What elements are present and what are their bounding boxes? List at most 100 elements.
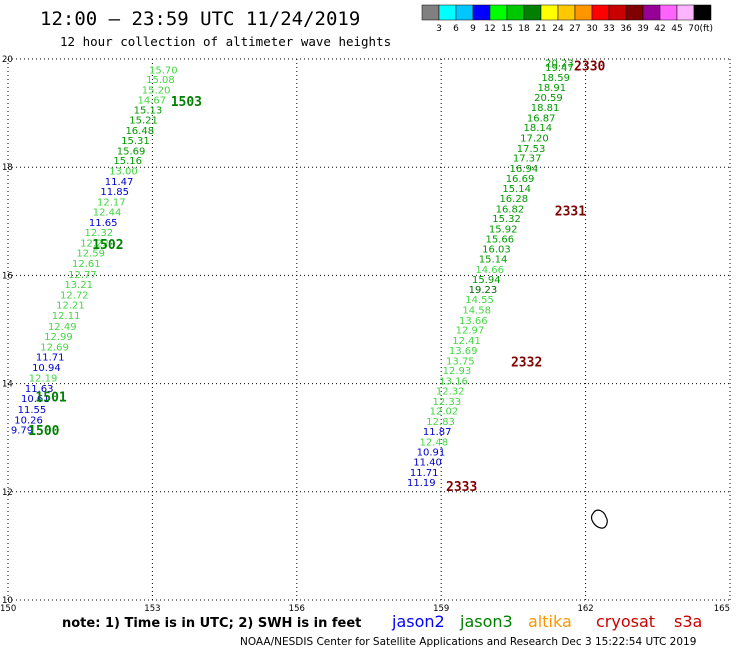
color-scale-label: 39 [637, 24, 649, 34]
chart-title: 12:00 – 23:59 UTC 11/24/2019 [40, 8, 360, 30]
data-point-label: 15.13 [134, 105, 163, 116]
y-tick-label: 10 [2, 596, 13, 606]
data-point-label: 12.32 [85, 228, 114, 239]
data-point-label: 17.37 [513, 154, 542, 165]
data-point-label: 12.48 [420, 438, 449, 449]
x-tick-label: 153 [144, 604, 160, 614]
data-point-label: 20.23 [545, 58, 574, 69]
data-point-label: 15.32 [492, 214, 521, 225]
x-tick-label: 156 [289, 604, 305, 614]
data-point-label: 17.20 [520, 133, 549, 144]
color-swatch [574, 4, 593, 21]
data-point-label: 13.69 [449, 346, 478, 357]
data-point-label: 15.08 [146, 75, 175, 86]
data-point-label: 12.83 [426, 417, 455, 428]
color-scale-label: 9 [470, 24, 476, 34]
color-swatch [557, 4, 576, 21]
color-swatch [540, 4, 559, 21]
pass-time-label: 1503 [171, 95, 202, 110]
data-point-label: 15.14 [502, 184, 531, 195]
data-point-label: 11.87 [423, 427, 452, 438]
legend-jason3: jason3 [459, 612, 513, 631]
data-point-label: 12.11 [52, 311, 81, 322]
pass-time-label: 2331 [555, 204, 586, 219]
color-scale-label: 24 [552, 24, 564, 34]
color-scale-label: 21 [535, 24, 546, 34]
data-point-label: 10.26 [14, 415, 43, 426]
data-point-label: 12.02 [430, 407, 459, 418]
data-point-label: 10.94 [32, 363, 61, 374]
data-point-label: 18.59 [541, 73, 570, 84]
data-point-label: 12.17 [97, 197, 126, 208]
color-swatch [642, 4, 661, 21]
data-point-label: 13.75 [446, 356, 475, 367]
color-scale-label: 36 [620, 24, 632, 34]
y-tick-label: 14 [2, 380, 13, 390]
data-point-label: 16.48 [125, 126, 154, 137]
data-point-label: 19.47 [545, 63, 574, 74]
data-point-label: 15.16 [113, 156, 142, 167]
data-point-label: 15.94 [472, 275, 501, 286]
data-point-label: 13.21 [64, 280, 93, 291]
data-point-label: 16.87 [527, 113, 556, 124]
x-tick-label: 159 [433, 604, 449, 614]
satellite-legend: jason2 jason3 altika cryosat s3a [391, 612, 702, 631]
data-point-label: 12.97 [456, 326, 485, 337]
data-point-label: 12.59 [76, 249, 105, 260]
data-point-label: 12.93 [443, 366, 472, 377]
data-point-label: 11.55 [18, 405, 47, 416]
color-scale-label: 70 [688, 24, 700, 34]
color-swatch [421, 4, 440, 21]
color-swatch [489, 4, 508, 21]
data-point-label: 12.61 [72, 259, 101, 270]
legend-altika: altika [528, 612, 572, 631]
data-point-label: 11.71 [410, 468, 439, 479]
color-scale-label: 3 [436, 24, 442, 34]
color-scale-label: 45 [671, 24, 682, 34]
y-tick-label: 18 [2, 163, 13, 173]
data-point-label: 11.19 [407, 478, 436, 489]
color-swatch [438, 4, 457, 21]
data-point-label: 15.20 [142, 85, 171, 96]
coastline [590, 509, 608, 529]
legend-cryosat: cryosat [596, 612, 655, 631]
color-scale-label: 18 [518, 24, 530, 34]
color-scale-label: 12 [484, 24, 495, 34]
data-point-label: 11.40 [413, 458, 442, 469]
pass-time-label: 2332 [511, 355, 542, 370]
color-scale-label: 33 [603, 24, 614, 34]
data-point-label: 17.53 [517, 144, 546, 155]
data-point-label: 18.14 [524, 123, 553, 134]
data-point-label: 18.81 [531, 103, 560, 114]
grid-lines [7, 58, 731, 601]
chart-subtitle: 12 hour collection of altimeter wave hei… [60, 34, 391, 49]
data-point-label: 15.70 [149, 65, 178, 76]
data-point-label: 13.00 [109, 166, 138, 177]
pass-time-label: 2330 [574, 59, 605, 74]
data-point-label: 15.31 [121, 136, 150, 147]
color-swatch [506, 4, 525, 21]
data-point-label: 12.77 [68, 270, 97, 281]
data-point-label: 14.66 [475, 265, 504, 276]
x-tick-label: 165 [714, 604, 730, 614]
color-scale-unit: (ft) [699, 24, 713, 34]
island-outline [590, 509, 608, 529]
y-tick-label: 16 [2, 271, 13, 281]
color-swatch [455, 4, 474, 21]
data-point-label: 16.69 [506, 174, 535, 185]
color-swatch [625, 4, 644, 21]
data-point-label: 16.03 [482, 244, 511, 255]
pass-time-label: 1500 [28, 424, 59, 439]
data-point-label: 12.49 [48, 322, 77, 333]
color-scale-label: 30 [586, 24, 598, 34]
color-swatch [608, 4, 627, 21]
x-tick-label: 150 [0, 604, 16, 614]
data-point-label: 11.71 [36, 353, 65, 364]
color-swatch [472, 4, 491, 21]
data-point-label: 11.63 [25, 384, 54, 395]
data-point-label: 11.85 [100, 187, 129, 198]
data-point-label: 11.47 [105, 177, 134, 188]
data-point-label: 15.14 [479, 255, 508, 266]
pass-annotations: 1503 1502 1501 1500 2330 2331 2332 2333 [28, 59, 605, 494]
